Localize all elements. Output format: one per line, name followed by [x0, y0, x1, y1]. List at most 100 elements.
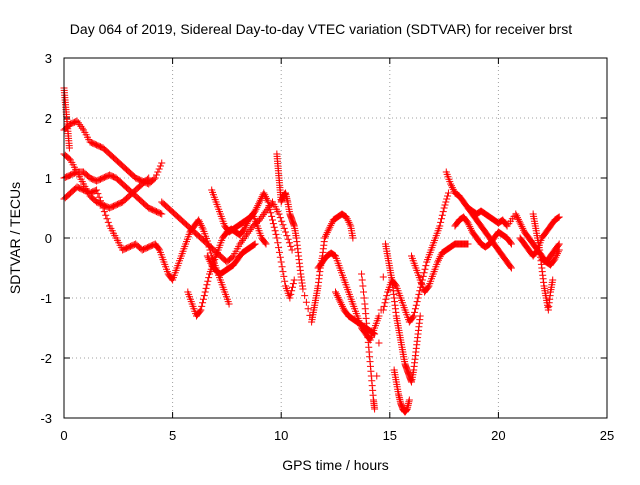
label-layer: 0 5 10 15 20 25 -3 -2 -1 0 1 2 3 — [40, 51, 614, 443]
data-point-marker — [103, 215, 111, 223]
data-point-marker — [200, 292, 208, 300]
data-point-marker — [328, 220, 336, 228]
data-point-marker — [436, 253, 444, 261]
data-point-marker — [413, 298, 421, 306]
data-point-marker — [439, 208, 447, 216]
data-point-marker — [278, 217, 286, 225]
data-point-marker — [553, 214, 561, 222]
data-point-marker — [274, 239, 282, 247]
data-point-marker — [95, 193, 103, 201]
data-point-marker — [150, 175, 158, 183]
data-point-marker — [271, 227, 279, 235]
data-point-marker — [553, 251, 561, 259]
data-point-marker — [551, 255, 559, 263]
data-point-marker — [442, 198, 450, 206]
data-point-marker — [241, 233, 249, 241]
data-point-marker — [93, 186, 101, 194]
data-point-marker — [507, 263, 515, 271]
data-point-marker — [262, 194, 270, 202]
data-point-marker — [76, 121, 84, 129]
data-point-marker — [195, 216, 203, 224]
data-point-marker — [365, 335, 373, 343]
y-tick-label: 0 — [45, 231, 52, 246]
data-point-marker — [391, 281, 399, 289]
data-point-marker — [554, 241, 562, 249]
data-point-marker — [447, 182, 455, 190]
data-point-marker — [263, 196, 271, 204]
data-point-marker — [268, 212, 276, 220]
data-point-marker — [422, 262, 430, 270]
data-point-marker — [102, 211, 110, 219]
x-tick-label: 25 — [600, 428, 614, 443]
data-point-marker — [434, 258, 442, 266]
data-point-marker — [409, 313, 417, 321]
data-point-marker — [198, 302, 206, 310]
data-point-marker — [463, 218, 471, 226]
data-point-marker — [519, 224, 527, 232]
data-point-marker — [240, 225, 248, 233]
data-point-marker — [225, 300, 233, 308]
data-point-marker — [371, 330, 379, 338]
data-point-marker — [262, 240, 270, 248]
data-point-marker — [346, 220, 354, 228]
data-point-marker — [154, 168, 162, 176]
data-point-marker — [421, 265, 429, 273]
data-point-marker — [196, 307, 204, 315]
data-point-marker — [269, 216, 277, 224]
data-point-marker — [520, 226, 528, 234]
data-point-marker — [237, 238, 245, 246]
data-point-marker — [145, 174, 153, 182]
data-point-marker — [338, 302, 346, 310]
data-point-marker — [381, 299, 389, 307]
data-point-marker — [275, 248, 283, 256]
y-tick-label: 2 — [45, 111, 52, 126]
data-point-marker — [437, 218, 445, 226]
data-point-marker — [375, 312, 383, 320]
data-point-marker — [270, 223, 278, 231]
data-point-marker — [196, 220, 204, 228]
data-point-marker — [332, 290, 340, 298]
data-point-marker — [339, 304, 347, 312]
data-point-marker — [549, 276, 557, 284]
data-point-marker — [286, 294, 294, 302]
data-point-marker — [321, 234, 329, 242]
data-point-marker — [513, 212, 521, 220]
y-tick-label: -3 — [40, 411, 52, 426]
data-point-marker — [337, 299, 345, 307]
data-point-marker — [516, 219, 524, 227]
data-point-marker — [245, 227, 253, 235]
data-point-marker — [287, 290, 295, 298]
data-point-marker — [555, 246, 563, 254]
data-point-marker — [335, 295, 343, 303]
data-point-marker — [345, 218, 353, 226]
x-tick-label: 15 — [383, 428, 397, 443]
data-point-marker — [554, 248, 562, 256]
data-point-marker — [276, 253, 284, 261]
data-point-marker — [250, 208, 258, 216]
data-point-marker — [252, 205, 260, 213]
data-point-marker — [266, 205, 274, 213]
data-point-marker — [279, 221, 287, 229]
data-point-marker — [288, 246, 296, 254]
data-point-marker — [255, 198, 263, 206]
data-point-marker — [276, 214, 284, 222]
data-point-marker — [444, 192, 452, 200]
data-point-marker — [438, 211, 446, 219]
data-point-marker — [553, 250, 561, 258]
data-point-marker — [382, 295, 390, 303]
data-point-marker — [552, 253, 560, 261]
data-point-marker — [259, 211, 267, 219]
data-point-marker — [283, 232, 291, 240]
data-point-marker — [74, 119, 82, 127]
data-point-marker — [158, 159, 166, 167]
data-point-marker — [104, 218, 112, 226]
data-point-marker — [466, 223, 474, 231]
data-point-marker — [265, 202, 273, 210]
data-point-marker — [288, 287, 296, 295]
data-point-marker — [360, 294, 368, 302]
data-point-marker — [205, 274, 213, 282]
data-point-marker — [260, 189, 268, 197]
data-point-marker — [250, 241, 258, 249]
y-axis-label: SDTVAR / TECUs — [7, 182, 23, 294]
data-point-marker — [379, 273, 387, 281]
